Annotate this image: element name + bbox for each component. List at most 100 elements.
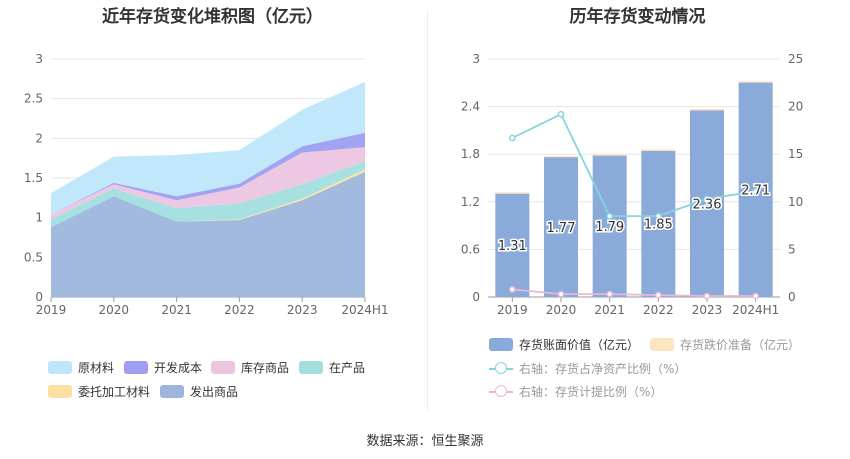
- x-tick-label: 2022: [224, 303, 255, 317]
- legend-label: 开发成本: [154, 361, 203, 375]
- legend-swatch: [160, 385, 184, 398]
- stacked-area-chart: 0 0.5 1 1.5 2 2.5 3 2019 2020 2021 2022 2023 2024H1: [24, 52, 389, 317]
- data-source: 数据来源：恒生聚源: [366, 434, 484, 449]
- y-tick-label-right: 10: [788, 195, 803, 209]
- x-tick-label: 2024H1: [341, 303, 388, 317]
- y-tick-label-left: 1.8: [461, 147, 480, 161]
- legend-item-ratio-net-assets[interactable]: 右轴：存货占净资产比例（%）: [489, 360, 686, 377]
- bar-book-value: [495, 193, 530, 297]
- legend-item-development-cost[interactable]: 开发成本: [124, 359, 202, 376]
- legend-label: 在产品: [329, 361, 366, 375]
- y-tick-label-right: 5: [788, 242, 796, 256]
- y-tick-label-left: 3: [472, 52, 480, 66]
- x-tick-label: 2023: [692, 303, 723, 317]
- legend-swatch: [48, 385, 72, 398]
- right-chart-title: 历年存货变动情况: [569, 7, 706, 27]
- bar-data-label: 1.79: [595, 220, 624, 235]
- bar-data-label: 2.71: [741, 184, 770, 199]
- y-tick-label: 2: [35, 131, 43, 145]
- area-series: [51, 147, 365, 220]
- bar-data-label: 2.36: [693, 197, 722, 212]
- legend-swatch: [48, 361, 72, 374]
- legend-item-finished-goods[interactable]: 库存商品: [211, 359, 289, 376]
- x-tick-label: 2022: [643, 303, 674, 317]
- legend-label: 右轴：存货计提比例（%）: [519, 385, 663, 399]
- y-tick-label: 2.5: [24, 92, 43, 106]
- area-series: [51, 171, 365, 297]
- x-tick-label: 2019: [497, 303, 528, 317]
- point-provision-ratio: [703, 292, 711, 300]
- x-tick-label: 2020: [99, 303, 130, 317]
- area-series: [51, 161, 365, 228]
- legend-item-impairment[interactable]: 存货跌价准备（亿元）: [650, 336, 800, 353]
- y-tick-label-right: 15: [788, 147, 803, 161]
- y-tick-label: 1: [35, 211, 43, 225]
- bar-book-value: [641, 150, 676, 297]
- point-ratio-net-assets: [606, 212, 614, 220]
- legend-label: 库存商品: [241, 361, 290, 375]
- point-provision-ratio: [654, 291, 662, 299]
- legend-swatch: [650, 338, 674, 351]
- legend-swatch: [211, 361, 235, 374]
- bar-book-value: [544, 156, 578, 297]
- bar-impairment: [738, 81, 773, 83]
- bar-impairment: [592, 154, 627, 156]
- y-tick-label-left: 2.4: [461, 100, 480, 114]
- area-series: [51, 132, 365, 215]
- point-provision-ratio: [508, 286, 516, 293]
- point-provision-ratio: [752, 292, 760, 300]
- bar-impairment: [495, 192, 530, 194]
- bar-line-chart: 0 0.6 1.2 1.8 2.4 3 0 5 10 15 20 25 2019 2020 2021 2022…: [461, 52, 803, 317]
- legend-label: 存货账面价值（亿元）: [519, 338, 640, 352]
- bar-data-label: 1.77: [547, 221, 576, 236]
- y-tick-label: 0.5: [24, 250, 43, 264]
- legend-line-marker: [489, 385, 513, 398]
- x-tick-label: 2019: [36, 303, 67, 317]
- y-tick-label-right: 25: [788, 52, 803, 66]
- area-series: [51, 82, 365, 215]
- legend-swatch: [124, 361, 148, 374]
- bar-data-label: 1.31: [498, 239, 527, 254]
- y-tick-label-right: 20: [788, 100, 803, 114]
- bar-data-label: 1.85: [644, 218, 673, 233]
- legend-item-provision-ratio[interactable]: 右轴：存货计提比例（%）: [489, 383, 662, 400]
- legend-swatch: [299, 361, 323, 374]
- line-ratio-net-assets: [511, 112, 756, 218]
- point-ratio-net-assets: [557, 110, 565, 118]
- legend-item-raw-material[interactable]: 原材料: [48, 359, 114, 376]
- y-tick-label: 3: [35, 52, 43, 66]
- point-provision-ratio: [606, 290, 614, 298]
- y-tick-label-left: 0: [472, 290, 480, 304]
- point-ratio-net-assets: [654, 212, 662, 220]
- y-tick-label: 0: [35, 290, 43, 304]
- legend-item-book-value[interactable]: 存货账面价值（亿元）: [489, 336, 639, 353]
- legend-label: 原材料: [78, 361, 115, 375]
- x-tick-label: 2020: [546, 303, 577, 317]
- point-ratio-net-assets: [508, 134, 516, 142]
- bar-impairment: [544, 155, 578, 158]
- point-ratio-net-assets: [703, 195, 711, 203]
- left-chart-title: 近年存货变化堆积图（亿元）: [102, 7, 323, 27]
- legend-item-consigned-materials[interactable]: 委托加工材料: [48, 383, 150, 400]
- point-ratio-net-assets: [752, 187, 760, 195]
- y-tick-label-left: 0.6: [461, 242, 480, 256]
- legend-item-work-in-progress[interactable]: 在产品: [299, 359, 365, 376]
- chart-divider: [427, 10, 428, 410]
- bar-impairment: [641, 149, 676, 151]
- bar-book-value: [592, 154, 627, 297]
- legend-swatch: [489, 338, 513, 351]
- legend-label: 发出商品: [190, 385, 239, 399]
- bar-impairment: [690, 108, 724, 111]
- line-provision-ratio: [512, 288, 756, 297]
- legend-label: 存货跌价准备（亿元）: [680, 338, 801, 352]
- legend-item-goods-shipped[interactable]: 发出商品: [160, 383, 238, 400]
- y-tick-label-right: 0: [788, 290, 796, 304]
- x-tick-label: 2024H1: [732, 303, 779, 317]
- legend-line-marker: [489, 362, 513, 375]
- y-tick-label: 1.5: [24, 171, 43, 185]
- y-tick-label-left: 1.2: [461, 195, 480, 209]
- x-tick-label: 2021: [161, 303, 192, 317]
- legend-label: 右轴：存货占净资产比例（%）: [519, 362, 687, 376]
- legend-label: 委托加工材料: [78, 385, 151, 399]
- point-provision-ratio: [557, 290, 565, 298]
